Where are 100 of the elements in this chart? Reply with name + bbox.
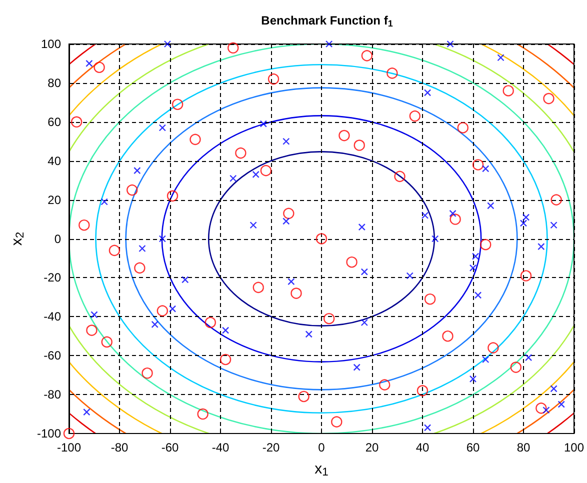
point: [472, 159, 484, 170]
point: [282, 138, 290, 145]
point: [83, 408, 90, 416]
point: [288, 278, 295, 286]
point: [550, 385, 558, 392]
point: [63, 428, 75, 440]
point: [298, 390, 310, 402]
point: [158, 235, 166, 242]
point: [156, 305, 168, 316]
point: [524, 354, 532, 362]
point: [228, 42, 239, 54]
point: [323, 313, 335, 324]
point: [252, 282, 264, 294]
y-axis-title: x2: [8, 232, 27, 246]
point: [101, 336, 112, 348]
x-tick-label: 80: [516, 440, 530, 454]
x-tick-label: -80: [110, 440, 128, 454]
point: [424, 424, 432, 432]
point: [78, 220, 90, 231]
point: [138, 244, 146, 252]
point: [126, 184, 138, 196]
point: [316, 233, 328, 244]
point: [488, 342, 499, 354]
point: [543, 92, 554, 104]
y-tick-label: 80: [48, 76, 62, 90]
point: [353, 364, 360, 371]
point: [305, 330, 312, 338]
point: [260, 164, 272, 176]
point: [142, 368, 153, 379]
point: [474, 292, 482, 299]
point: [338, 130, 350, 142]
point: [100, 198, 108, 206]
point: [166, 190, 178, 202]
y-tick-label: -100: [36, 426, 62, 440]
x-tick-label: -60: [161, 440, 179, 454]
point: [542, 406, 550, 414]
x-tick-label: 0: [318, 440, 326, 454]
point: [354, 140, 365, 151]
point: [134, 166, 141, 174]
point: [386, 68, 398, 79]
point: [510, 362, 522, 373]
y-tick-label: 100: [40, 37, 62, 51]
point: [260, 120, 268, 128]
x-tick-label: 100: [564, 440, 584, 454]
point: [424, 89, 432, 96]
x-tick-label: -100: [56, 440, 82, 454]
point: [487, 202, 494, 210]
point: [450, 214, 461, 225]
y-tick-label: 20: [48, 192, 62, 207]
point: [558, 400, 565, 408]
point: [360, 318, 368, 326]
point: [346, 256, 358, 268]
point: [550, 194, 562, 206]
point: [151, 320, 158, 328]
point: [250, 222, 257, 229]
point: [325, 40, 333, 48]
point: [230, 174, 237, 182]
point: [134, 262, 146, 274]
y-tick-label: -60: [44, 348, 62, 363]
point: [235, 147, 246, 159]
point: [538, 242, 545, 250]
x-tick-label: 40: [416, 440, 430, 454]
point: [469, 375, 477, 383]
point: [421, 212, 429, 219]
point: [220, 354, 232, 366]
point: [446, 40, 454, 48]
point: [158, 124, 166, 132]
point: [361, 50, 373, 62]
point: [204, 316, 216, 328]
point: [416, 385, 428, 396]
y-tick-label: 60: [48, 114, 62, 129]
x-tick-label: -40: [212, 440, 230, 454]
point: [168, 305, 176, 312]
point: [197, 408, 208, 420]
point: [409, 110, 421, 122]
x-tick-label: -20: [262, 440, 280, 454]
y-tick-label: -20: [44, 270, 62, 285]
point: [331, 416, 342, 428]
point: [182, 276, 189, 284]
y-tick-label: 40: [48, 154, 62, 168]
point: [94, 62, 105, 73]
point: [108, 244, 120, 256]
point: [432, 235, 439, 242]
point: [536, 402, 547, 414]
point: [222, 326, 230, 334]
point: [70, 116, 82, 128]
x-tick-label: 20: [365, 440, 379, 454]
y-tick-label: 0: [54, 232, 62, 246]
point: [480, 238, 492, 250]
point: [520, 270, 532, 282]
point: [172, 98, 184, 110]
point: [472, 252, 480, 260]
point: [502, 85, 514, 96]
point: [457, 122, 468, 134]
point: [86, 60, 93, 68]
point: [252, 170, 260, 178]
point: [283, 208, 294, 220]
point: [164, 40, 172, 48]
point: [449, 210, 456, 218]
point: [358, 223, 366, 231]
